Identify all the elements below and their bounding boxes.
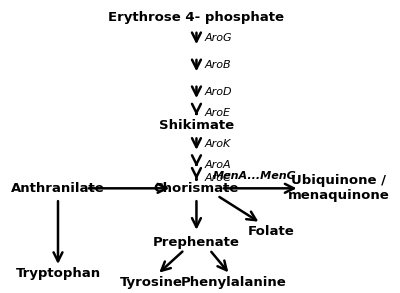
Text: AroB: AroB — [205, 60, 232, 70]
Text: AroC: AroC — [205, 173, 232, 183]
Text: AroE: AroE — [205, 108, 231, 118]
Text: AroG: AroG — [205, 33, 233, 43]
Text: MenA...MenG: MenA...MenG — [212, 171, 296, 181]
Text: Ubiquinone /
menaquinone: Ubiquinone / menaquinone — [288, 174, 390, 202]
Text: Tryptophan: Tryptophan — [16, 268, 100, 280]
Text: Tyrosine: Tyrosine — [120, 276, 183, 289]
Text: Anthranilate: Anthranilate — [11, 182, 105, 195]
Text: Folate: Folate — [248, 225, 295, 238]
Text: Shikimate: Shikimate — [159, 119, 234, 132]
Text: Phenylalanine: Phenylalanine — [181, 276, 287, 289]
Text: AroA: AroA — [205, 160, 232, 170]
Text: AroK: AroK — [205, 139, 231, 149]
Text: Prephenate: Prephenate — [153, 236, 240, 249]
Text: AroD: AroD — [205, 87, 233, 97]
Text: Chorismate: Chorismate — [154, 182, 239, 195]
Text: Erythrose 4- phosphate: Erythrose 4- phosphate — [108, 11, 284, 23]
